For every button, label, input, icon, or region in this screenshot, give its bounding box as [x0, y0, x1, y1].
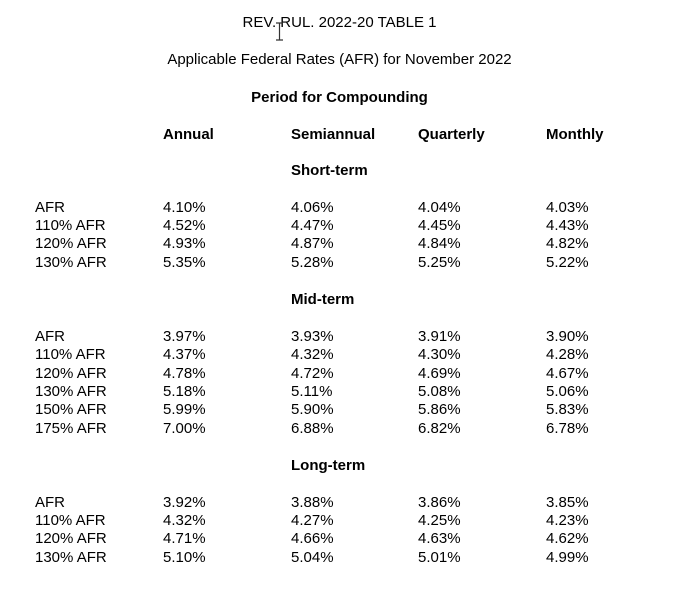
- rate-semiannual: 4.32%: [291, 346, 334, 363]
- column-header-quarterly: Quarterly: [418, 126, 485, 143]
- rate-annual: 5.99%: [163, 401, 206, 418]
- rate-semiannual: 5.90%: [291, 401, 334, 418]
- rate-semiannual: 4.06%: [291, 199, 334, 216]
- rate-annual: 5.35%: [163, 254, 206, 271]
- i-beam-cursor-icon: [276, 22, 283, 41]
- rate-monthly: 4.67%: [546, 365, 589, 382]
- rate-monthly: 6.78%: [546, 420, 589, 437]
- column-header-annual: Annual: [163, 126, 214, 143]
- rate-semiannual: 5.11%: [291, 383, 333, 400]
- compounding-header: Period for Compounding: [251, 89, 428, 106]
- rate-semiannual: 3.93%: [291, 328, 334, 345]
- rate-annual: 4.10%: [163, 199, 206, 216]
- rate-annual: 3.97%: [163, 328, 206, 345]
- rate-annual: 4.37%: [163, 346, 206, 363]
- row-label: 120% AFR: [35, 365, 107, 382]
- row-label: AFR: [35, 494, 65, 511]
- rate-semiannual: 5.28%: [291, 254, 334, 271]
- rate-monthly: 5.06%: [546, 383, 589, 400]
- row-label: 120% AFR: [35, 235, 107, 252]
- rate-monthly: 4.43%: [546, 217, 589, 234]
- rate-annual: 4.78%: [163, 365, 206, 382]
- row-label: 130% AFR: [35, 254, 107, 271]
- rate-annual: 4.52%: [163, 217, 206, 234]
- section-heading: Mid-term: [291, 291, 355, 308]
- rate-quarterly: 5.25%: [418, 254, 461, 271]
- rate-quarterly: 4.63%: [418, 530, 461, 547]
- rate-quarterly: 5.08%: [418, 383, 461, 400]
- row-label: AFR: [35, 199, 65, 216]
- rate-quarterly: 4.45%: [418, 217, 461, 234]
- row-label: 130% AFR: [35, 549, 107, 566]
- rate-quarterly: 4.69%: [418, 365, 461, 382]
- rate-semiannual: 4.66%: [291, 530, 334, 547]
- rate-monthly: 3.85%: [546, 494, 589, 511]
- rate-semiannual: 4.72%: [291, 365, 334, 382]
- rate-monthly: 5.22%: [546, 254, 589, 271]
- rate-quarterly: 4.30%: [418, 346, 461, 363]
- rate-quarterly: 6.82%: [418, 420, 461, 437]
- rate-quarterly: 5.01%: [418, 549, 461, 566]
- document-title: REV. RUL. 2022-20 TABLE 1: [242, 14, 437, 31]
- rate-semiannual: 4.47%: [291, 217, 334, 234]
- rate-semiannual: 3.88%: [291, 494, 334, 511]
- rate-quarterly: 4.84%: [418, 235, 461, 252]
- rate-annual: 5.18%: [163, 383, 206, 400]
- rate-semiannual: 5.04%: [291, 549, 334, 566]
- column-header-monthly: Monthly: [546, 126, 604, 143]
- document-subtitle: Applicable Federal Rates (AFR) for Novem…: [167, 51, 512, 68]
- row-label: 150% AFR: [35, 401, 107, 418]
- rate-monthly: 4.03%: [546, 199, 589, 216]
- rate-monthly: 5.83%: [546, 401, 589, 418]
- rate-monthly: 3.90%: [546, 328, 589, 345]
- column-header-semiannual: Semiannual: [291, 126, 376, 143]
- rate-monthly: 4.99%: [546, 549, 589, 566]
- rate-quarterly: 5.86%: [418, 401, 461, 418]
- row-label: 110% AFR: [35, 217, 106, 234]
- rate-annual: 4.93%: [163, 235, 206, 252]
- row-label: 175% AFR: [35, 420, 107, 437]
- rate-quarterly: 4.25%: [418, 512, 461, 529]
- rate-monthly: 4.23%: [546, 512, 589, 529]
- rate-annual: 7.00%: [163, 420, 206, 437]
- rate-monthly: 4.82%: [546, 235, 589, 252]
- rate-annual: 5.10%: [163, 549, 206, 566]
- row-label: 110% AFR: [35, 346, 106, 363]
- row-label: AFR: [35, 328, 65, 345]
- rate-semiannual: 6.88%: [291, 420, 334, 437]
- rate-semiannual: 4.27%: [291, 512, 334, 529]
- rate-monthly: 4.62%: [546, 530, 589, 547]
- rate-annual: 3.92%: [163, 494, 206, 511]
- row-label: 120% AFR: [35, 530, 107, 547]
- rate-annual: 4.32%: [163, 512, 206, 529]
- section-heading: Long-term: [291, 457, 366, 474]
- section-heading: Short-term: [291, 162, 368, 179]
- rate-quarterly: 3.86%: [418, 494, 461, 511]
- row-label: 110% AFR: [35, 512, 106, 529]
- row-label: 130% AFR: [35, 383, 107, 400]
- rate-monthly: 4.28%: [546, 346, 589, 363]
- rate-semiannual: 4.87%: [291, 235, 334, 252]
- rate-quarterly: 4.04%: [418, 199, 461, 216]
- rate-quarterly: 3.91%: [418, 328, 461, 345]
- rate-annual: 4.71%: [163, 530, 206, 547]
